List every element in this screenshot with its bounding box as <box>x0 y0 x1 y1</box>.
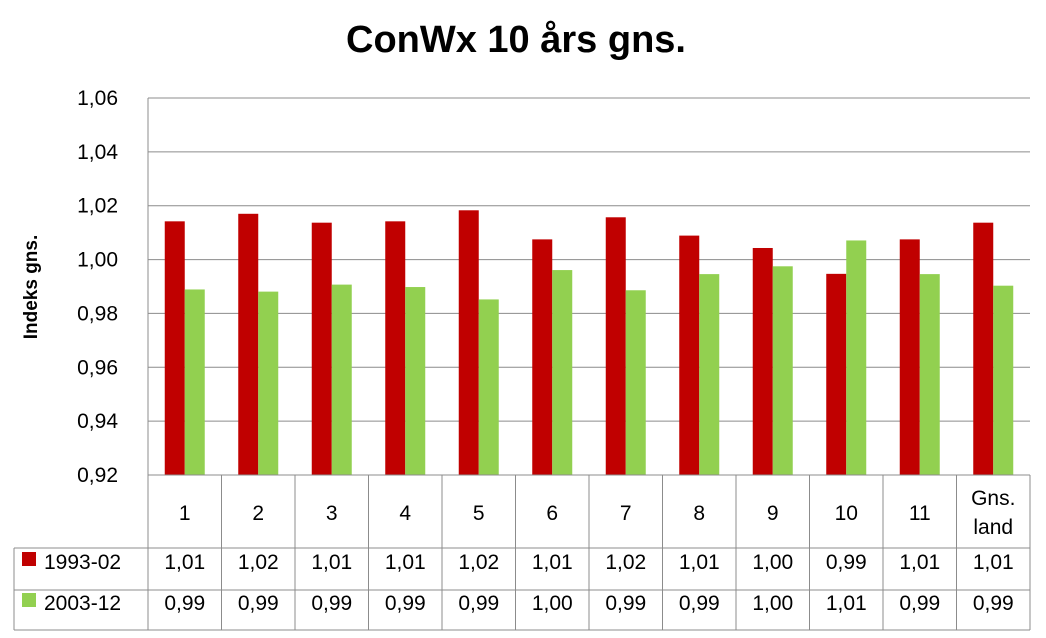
bar-1993-02-6 <box>605 217 626 475</box>
bar-2003-12-4 <box>478 299 499 475</box>
x-tick-label: 10 <box>835 502 858 525</box>
x-tick-label: 7 <box>620 502 632 525</box>
x-tick-label: 8 <box>693 502 705 525</box>
data-label: 1,02 <box>458 551 499 574</box>
bar-1993-02-1 <box>238 213 259 476</box>
data-label: 0,99 <box>679 592 720 615</box>
legend-swatch-1993-02 <box>22 552 36 566</box>
data-label: 0,99 <box>164 592 205 615</box>
bar-2003-12-6 <box>625 290 646 475</box>
y-tick-label: 0,92 <box>77 464 118 487</box>
x-tick-label: 2 <box>252 502 264 525</box>
data-label: 0,99 <box>385 592 426 615</box>
y-tick-label: 1,00 <box>77 249 118 272</box>
x-tick-label: 4 <box>399 502 411 525</box>
data-label: 1,01 <box>899 551 940 574</box>
data-label: 1,00 <box>532 592 573 615</box>
bar-2003-12-1 <box>258 291 279 475</box>
data-label: 1,01 <box>826 592 867 615</box>
y-tick-label: 1,04 <box>77 141 118 164</box>
x-tick-label: Gns. land <box>971 487 1015 539</box>
data-label: 0,99 <box>238 592 279 615</box>
y-axis-ticks: 1,06 1,04 1,02 1,00 0,98 0,96 0,94 0,92 <box>77 87 118 487</box>
y-tick-label: 1,06 <box>77 87 118 110</box>
bar-1993-02-9 <box>826 273 847 475</box>
bar-2003-12-0 <box>184 289 205 475</box>
legend-swatch-2003-12 <box>22 593 36 607</box>
bar-1993-02-0 <box>164 221 185 475</box>
data-label: 1,00 <box>752 592 793 615</box>
bar-1993-02-11 <box>973 222 994 475</box>
bar-1993-02-10 <box>899 239 920 475</box>
data-label: 1,01 <box>311 551 352 574</box>
x-tick-label: 3 <box>326 502 338 525</box>
data-label: 0,99 <box>899 592 940 615</box>
x-tick-label: 6 <box>546 502 558 525</box>
x-tick-label: 1 <box>179 502 191 525</box>
data-label: 0,99 <box>826 551 867 574</box>
data-label: 1,01 <box>973 551 1014 574</box>
data-label: 0,99 <box>605 592 646 615</box>
bar-2003-12-10 <box>919 274 940 475</box>
y-axis-label: Indeks gns. <box>21 235 42 340</box>
legend-label: 2003-12 <box>44 592 121 615</box>
data-label: 0,99 <box>311 592 352 615</box>
legend-label: 1993-02 <box>44 551 121 574</box>
bar-1993-02-8 <box>752 247 773 475</box>
x-tick-label: 5 <box>473 502 485 525</box>
bar-2003-12-7 <box>699 274 720 475</box>
gridlines <box>147 97 1030 476</box>
y-tick-label: 0,94 <box>77 410 118 433</box>
y-tick-label: 0,98 <box>77 302 118 325</box>
y-tick-label: 0,96 <box>77 356 118 379</box>
data-label: 0,99 <box>458 592 499 615</box>
data-label: 1,01 <box>679 551 720 574</box>
bar-2003-12-3 <box>405 287 426 475</box>
data-label: 1,02 <box>238 551 279 574</box>
data-label: 1,01 <box>385 551 426 574</box>
bars <box>164 210 1014 476</box>
x-tick-label: 11 <box>909 502 931 525</box>
bar-1993-02-4 <box>458 210 479 475</box>
y-tick-label: 1,02 <box>77 195 118 218</box>
bar-2003-12-9 <box>846 240 867 475</box>
bar-1993-02-7 <box>679 235 700 475</box>
x-tick-label: 9 <box>767 502 779 525</box>
data-label: 0,99 <box>973 592 1014 615</box>
bar-1993-02-5 <box>532 239 553 475</box>
data-table: 1 2 3 4 5 6 7 8 9 10 11 Gns. land 1993-02 1,01 1,02 1,01… <box>13 474 1031 631</box>
bar-2003-12-5 <box>552 270 573 475</box>
chart-title: ConWx 10 års gns. <box>346 19 686 61</box>
bar-2003-12-11 <box>993 285 1014 475</box>
bar-1993-02-3 <box>385 221 406 475</box>
data-label: 1,01 <box>532 551 573 574</box>
bar-1993-02-2 <box>311 222 332 475</box>
bar-2003-12-2 <box>331 284 352 475</box>
data-label: 1,01 <box>164 551 205 574</box>
data-label: 1,02 <box>605 551 646 574</box>
bar-2003-12-8 <box>772 266 793 475</box>
data-label: 1,00 <box>752 551 793 574</box>
